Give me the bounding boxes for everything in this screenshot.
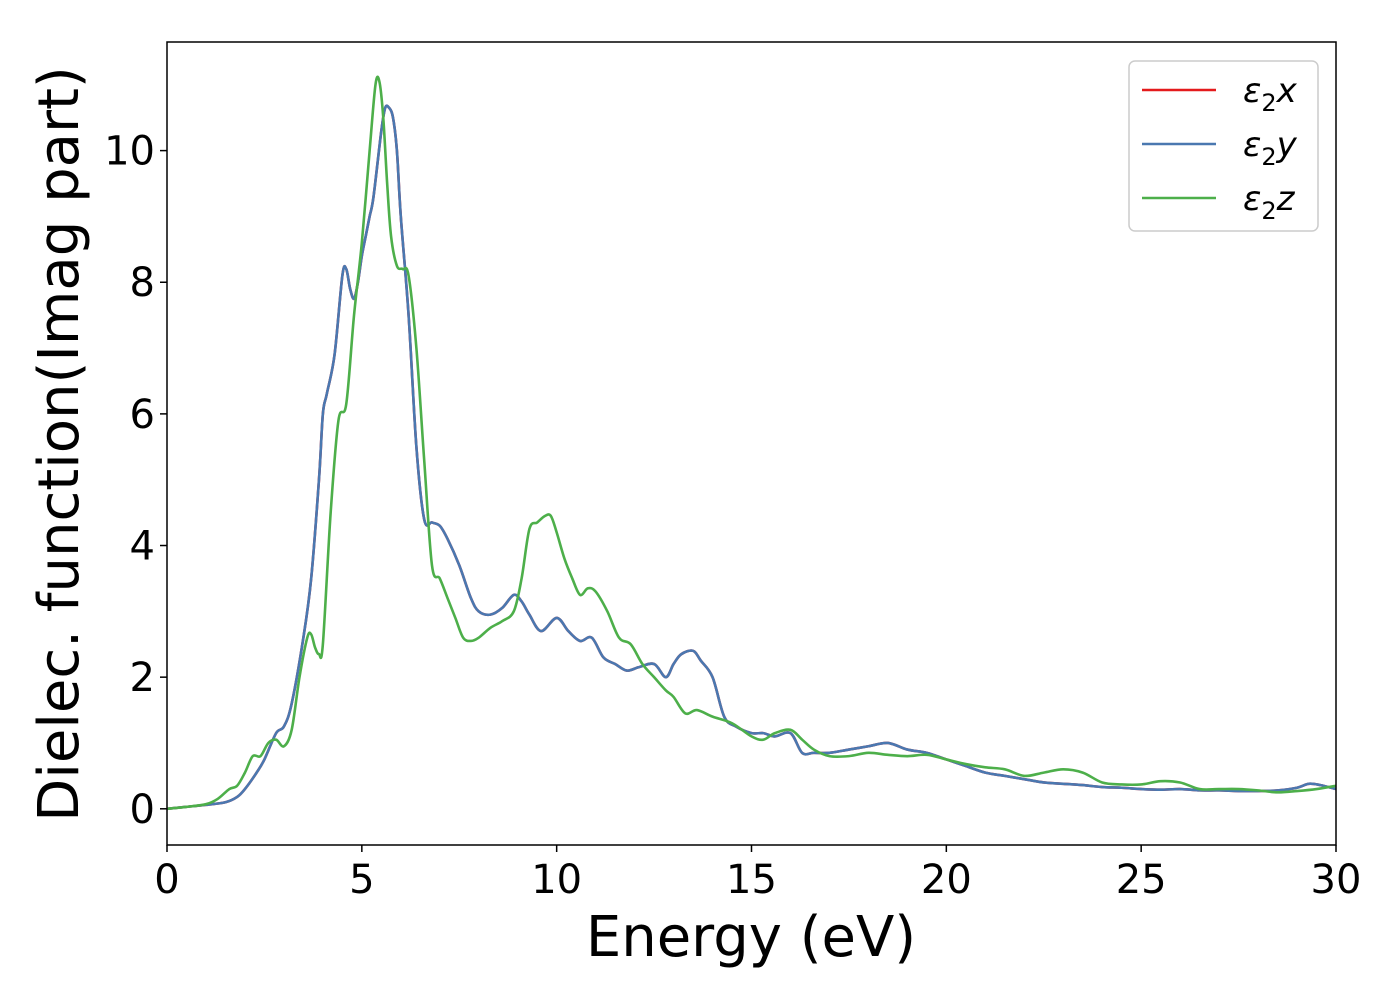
- legend-label-axis: z: [1276, 179, 1296, 219]
- y-tick-label: 8: [130, 260, 155, 306]
- y-tick-label: 2: [130, 655, 155, 701]
- x-axis-label: Energy (eV): [586, 905, 916, 970]
- legend-label-y: ε2y: [1243, 125, 1298, 171]
- legend-label-subscript: 2: [1261, 143, 1276, 171]
- legend-label-axis: y: [1276, 125, 1298, 165]
- legend-label-base: ε: [1243, 71, 1261, 111]
- y-tick-label: 4: [130, 524, 155, 570]
- legend-box: [1128, 60, 1319, 232]
- series-line-y: [167, 104, 1336, 811]
- legend-label-subscript: 2: [1261, 89, 1276, 117]
- x-tick-label: 25: [1116, 857, 1167, 903]
- x-tick-label: 0: [154, 857, 179, 903]
- series-line-z: [167, 75, 1336, 811]
- x-tick-label: 30: [1311, 857, 1362, 903]
- x-axis: 0 5 10 15 20 25 30: [154, 845, 1361, 903]
- x-tick-label: 10: [531, 857, 582, 903]
- legend-label-base: ε: [1243, 179, 1261, 219]
- legend-label-subscript: 2: [1261, 197, 1276, 225]
- y-tick-label: 10: [104, 129, 155, 175]
- legend-label-base: ε: [1243, 125, 1261, 165]
- legend-label-z: ε2z: [1243, 179, 1296, 225]
- y-axis-label: Dielec. function(Imag part): [27, 66, 92, 822]
- x-tick-label: 15: [726, 857, 777, 903]
- y-tick-label: 0: [130, 787, 155, 833]
- y-tick-label: 6: [130, 392, 155, 438]
- series-layer: [167, 75, 1336, 811]
- legend-label-x: ε2x: [1243, 71, 1298, 117]
- x-tick-label: 5: [349, 857, 374, 903]
- legend-label-axis: x: [1276, 71, 1298, 111]
- x-tick-label: 20: [921, 857, 972, 903]
- y-axis: 0 2 4 6 8 10: [104, 129, 167, 833]
